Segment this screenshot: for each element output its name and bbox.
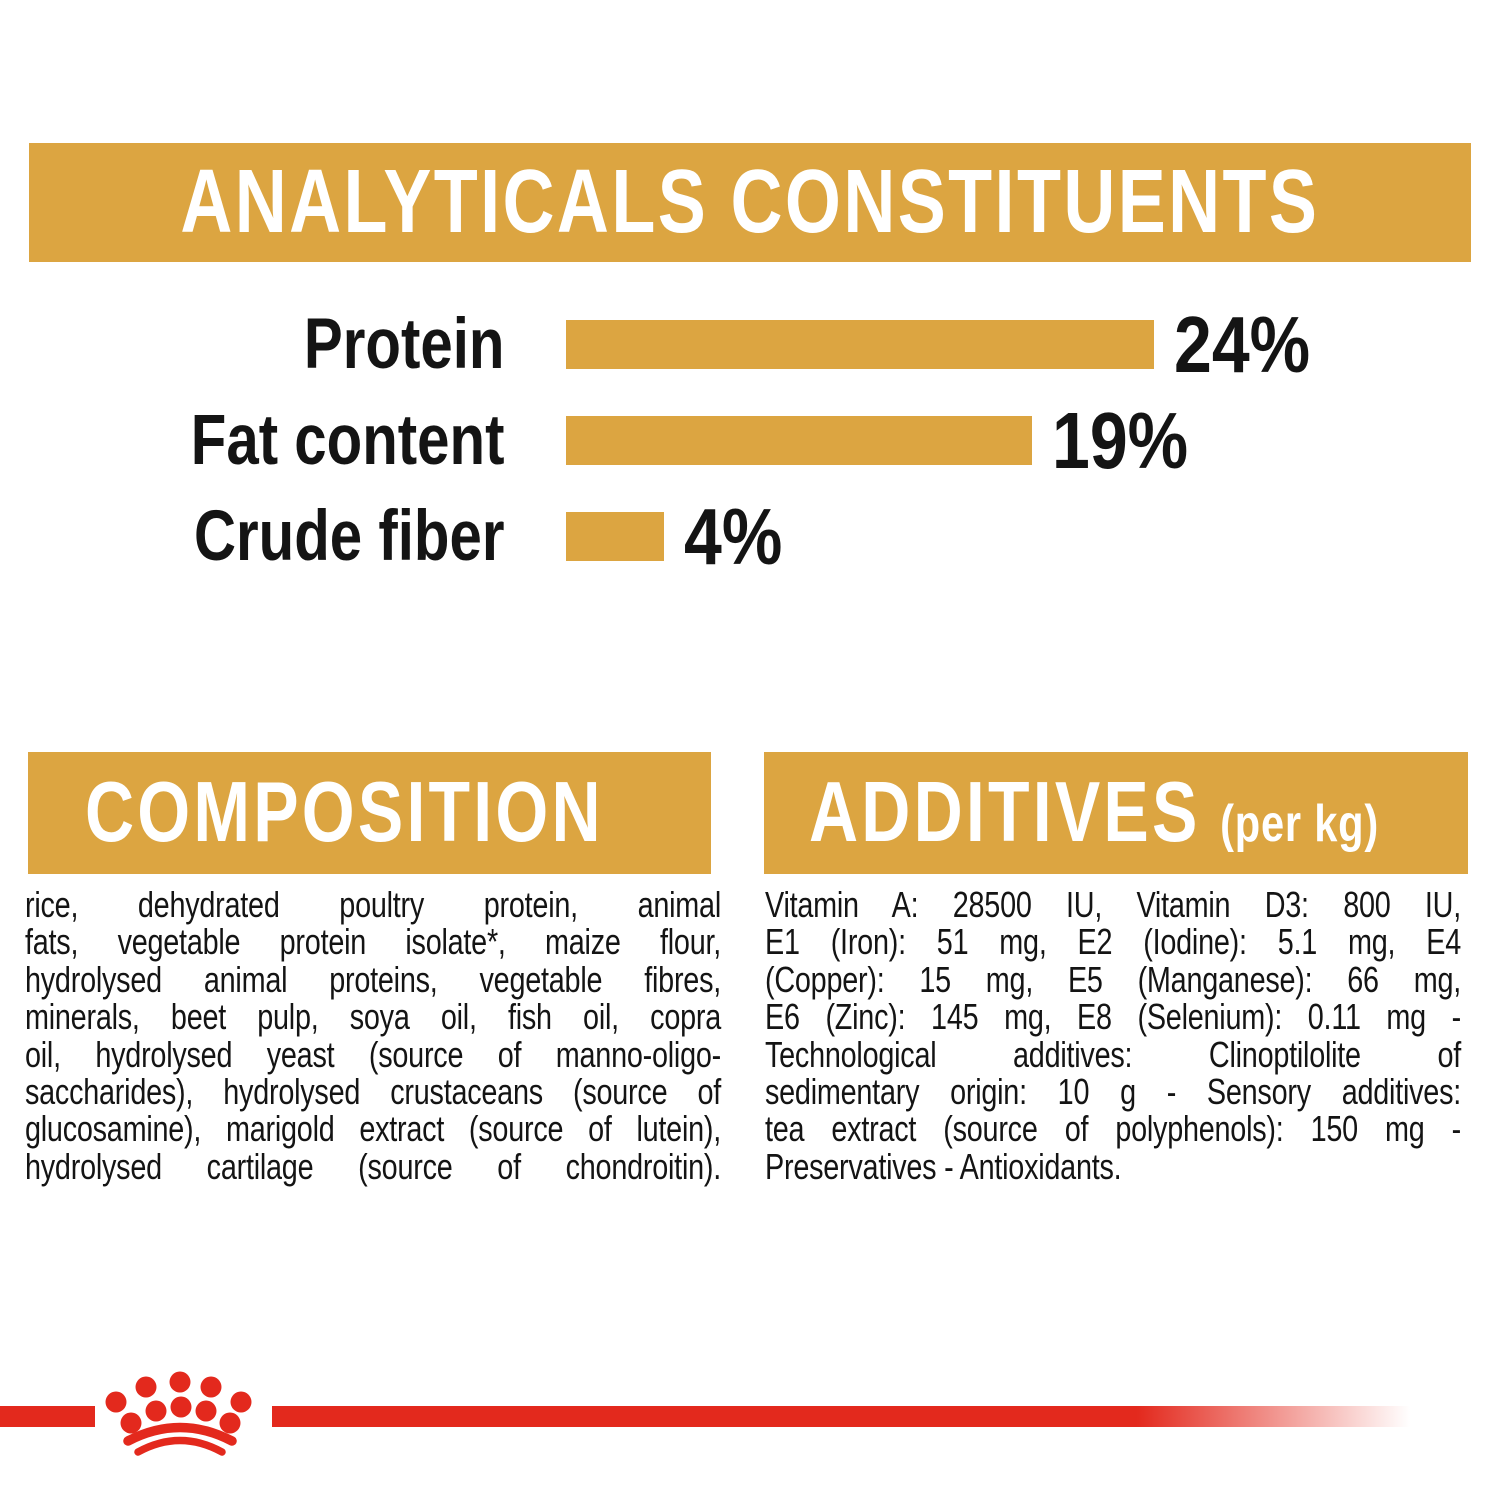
analyticals-title: ANALYTICALS CONSTITUENTS	[180, 152, 1320, 252]
text-line: E6 (Zinc): 145 mg, E8 (Selenium): 0.11 m…	[765, 996, 1461, 1038]
footer-rule-left	[0, 1406, 95, 1427]
chart-category-label: Protein	[303, 305, 505, 384]
text-line: oil, hydrolysed yeast (source of manno-o…	[25, 1033, 721, 1075]
text-line: (Copper): 15 mg, E5 (Manganese): 66 mg,	[765, 958, 1461, 1000]
additives-title-wrap: ADDITIVES (per kg)	[809, 764, 1379, 862]
chart-value-label: 19%	[1051, 396, 1188, 485]
chart-row: Fat content 19%	[0, 396, 1500, 485]
composition-banner: COMPOSITION	[28, 752, 711, 874]
chart-bar	[566, 512, 664, 561]
composition-title-wrap: COMPOSITION	[85, 764, 604, 862]
additives-text-column: Vitamin A: 28500 IU, Vitamin D3: 800 IU,…	[765, 884, 1500, 1187]
text-line: saccharides), hydrolysed crustaceans (so…	[25, 1071, 721, 1113]
text-line: Technological additives: Clinoptilolite …	[765, 1033, 1461, 1075]
royal-canin-crown-logo	[105, 1371, 252, 1456]
additives-paragraph: Vitamin A: 28500 IU, Vitamin D3: 800 IU,…	[765, 884, 1461, 1187]
analyticals-banner: ANALYTICALS CONSTITUENTS	[29, 143, 1471, 262]
additives-title-suffix: (per kg)	[1220, 795, 1380, 853]
text-line: fats, vegetable protein isolate*, maize …	[25, 921, 721, 963]
chart-row: Crude fiber 4%	[0, 492, 1500, 581]
analytical-constituents-chart: Protein 24% Fat content 19% Crude fiber 4%	[0, 300, 1500, 608]
text-line: Preservatives - Antioxidants.	[765, 1145, 1122, 1187]
chart-value-label: 4%	[684, 492, 783, 581]
text-line: hydrolysed cartilage (source of chondroi…	[25, 1145, 721, 1187]
crown-pearls	[105, 1371, 252, 1434]
text-line: Vitamin A: 28500 IU, Vitamin D3: 800 IU,	[765, 884, 1461, 925]
text-line: tea extract (source of polyphenols): 150…	[765, 1108, 1461, 1150]
additives-banner: ADDITIVES (per kg)	[764, 752, 1468, 874]
chart-category-label: Fat content	[190, 401, 505, 480]
chart-bar	[566, 416, 1032, 465]
text-line: minerals, beet pulp, soya oil, fish oil,…	[25, 996, 721, 1038]
composition-paragraph: rice, dehydrated poultry protein, animal…	[25, 884, 721, 1187]
chart-value-label: 24%	[1174, 300, 1311, 389]
text-line: hydrolysed animal proteins, vegetable fi…	[25, 958, 721, 1000]
composition-text-column: rice, dehydrated poultry protein, animal…	[25, 884, 895, 1187]
footer-rule-right	[272, 1406, 1410, 1427]
composition-title: COMPOSITION	[85, 765, 604, 860]
text-line: glucosamine), marigold extract (source o…	[25, 1108, 721, 1150]
text-line: E1 (Iron): 51 mg, E2 (Iodine): 5.1 mg, E…	[765, 921, 1461, 963]
additives-title: ADDITIVES	[809, 765, 1201, 860]
text-line: rice, dehydrated poultry protein, animal	[25, 884, 721, 925]
chart-row: Protein 24%	[0, 300, 1500, 389]
chart-category-label: Crude fiber	[193, 497, 505, 576]
text-line: sedimentary origin: 10 g - Sensory addit…	[765, 1071, 1461, 1113]
chart-bar	[566, 320, 1154, 369]
crown-arcs	[123, 1422, 237, 1456]
